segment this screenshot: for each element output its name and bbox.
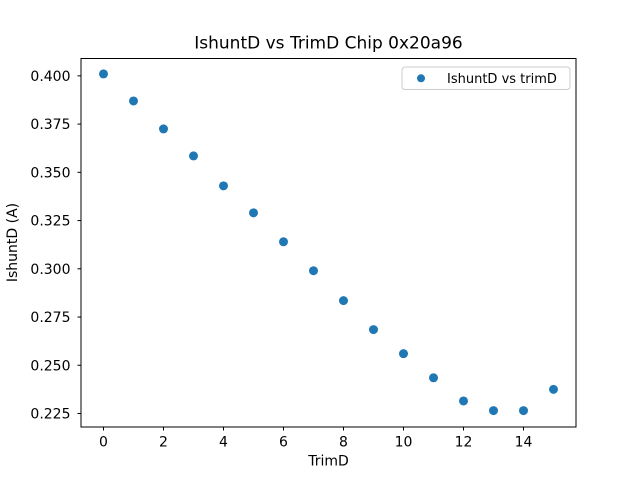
x-axis-ticks: 0 2 4 6 8 10 12 14 — [99, 427, 532, 451]
scatter-point — [189, 151, 198, 161]
y-tick-label: 0.375 — [30, 117, 70, 133]
scatter-point — [369, 325, 378, 335]
scatter-point — [489, 406, 498, 416]
y-tick-label: 0.250 — [30, 358, 70, 374]
legend-box — [401, 66, 571, 90]
x-tick-label: 10 — [395, 435, 413, 451]
y-tick-label: 0.275 — [30, 310, 70, 326]
scatter-point — [309, 266, 318, 276]
scatter-point — [129, 96, 138, 106]
y-tick-label: 0.325 — [30, 214, 70, 230]
scatter-point — [429, 373, 438, 383]
scatter-point — [219, 181, 228, 191]
y-tick-label: 0.300 — [30, 262, 70, 278]
scatter-point — [159, 124, 168, 134]
legend: IshuntD vs trimD — [401, 66, 571, 90]
y-tick-label: 0.350 — [30, 165, 70, 181]
scatter-point — [549, 384, 558, 394]
x-tick-label: 12 — [455, 435, 473, 451]
y-axis-ticks: 0.225 0.250 0.275 0.300 0.325 0.350 0.375 0.400 — [30, 69, 81, 422]
legend-label: IshuntD vs trimD — [447, 72, 557, 87]
x-tick-label: 14 — [515, 435, 533, 451]
x-tick-label: 4 — [219, 435, 228, 451]
plot-area — [80, 58, 577, 428]
data-points — [99, 69, 558, 416]
scatter-point — [459, 396, 468, 406]
x-axis-label: TrimD — [307, 454, 349, 470]
x-tick-label: 2 — [159, 435, 168, 451]
scatter-point — [249, 208, 258, 218]
x-tick-label: 8 — [339, 435, 348, 451]
scatter-point — [339, 296, 348, 306]
y-axis-label: IshuntD (A) — [5, 203, 21, 282]
legend-marker-icon — [417, 74, 425, 83]
x-tick-label: 0 — [99, 435, 108, 451]
scatter-point — [399, 349, 408, 359]
x-tick-label: 6 — [279, 435, 288, 451]
scatter-point — [519, 406, 528, 416]
scatter-point — [99, 69, 108, 79]
y-tick-label: 0.225 — [30, 406, 70, 422]
chart-title: IshuntD vs TrimD Chip 0x20a96 — [194, 34, 462, 54]
y-tick-label: 0.400 — [30, 69, 70, 85]
scatter-point — [279, 237, 288, 247]
